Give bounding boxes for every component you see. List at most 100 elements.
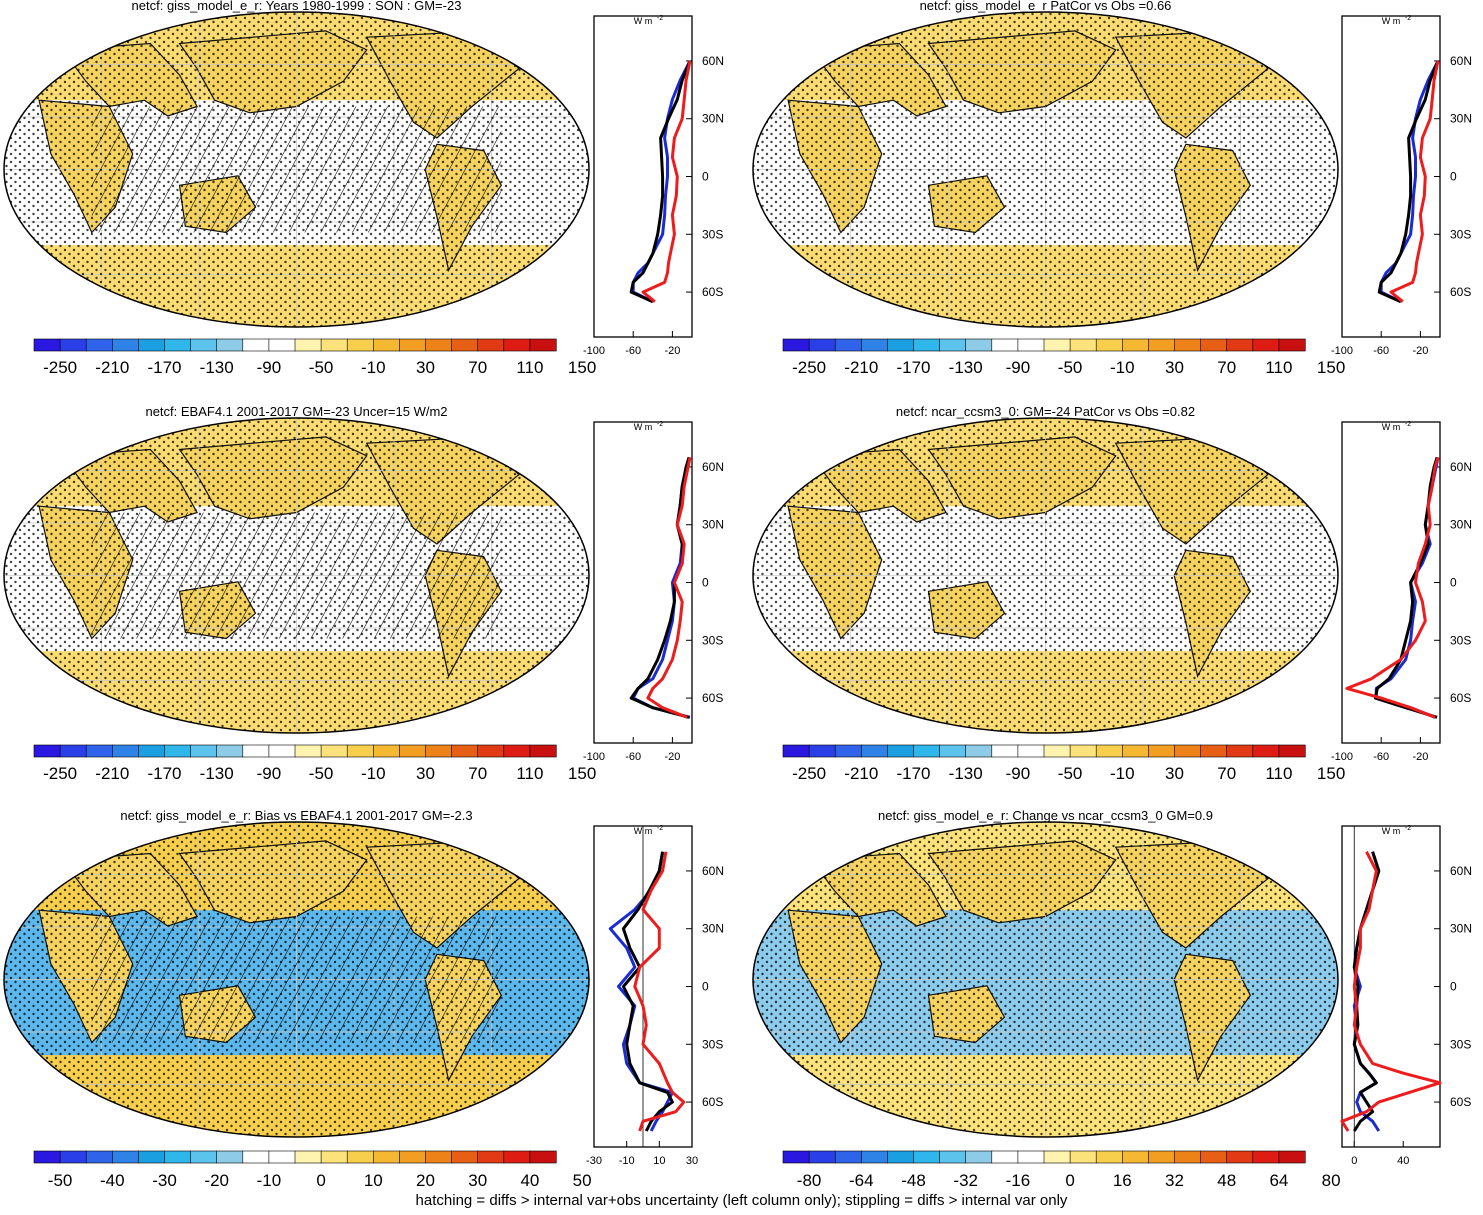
colorbar-label: 150 bbox=[1317, 358, 1345, 377]
colorbar-swatch bbox=[242, 338, 270, 352]
colorbar-label: -250 bbox=[43, 764, 77, 783]
colorbar-swatch bbox=[808, 338, 836, 352]
lat-tick-label: 30S bbox=[1450, 633, 1471, 647]
map-outline bbox=[3, 417, 590, 734]
colorbar-swatch bbox=[939, 338, 967, 352]
colorbar-swatch bbox=[164, 744, 192, 758]
lat-tick-label: 30S bbox=[1450, 227, 1471, 241]
colorbar-swatch bbox=[1252, 1150, 1280, 1164]
colorbar-label: 32 bbox=[1165, 1171, 1184, 1190]
colorbar-swatch bbox=[1226, 744, 1254, 758]
colorbar-swatch bbox=[1174, 338, 1202, 352]
colorbar-swatch bbox=[1252, 744, 1280, 758]
colorbar-label: -250 bbox=[43, 358, 77, 377]
colorbar-label: -210 bbox=[844, 358, 878, 377]
x-tick-label: -60 bbox=[625, 345, 641, 357]
colorbar-swatch bbox=[294, 744, 322, 758]
colorbar-swatch bbox=[85, 744, 113, 758]
lat-tick-label: 60N bbox=[702, 460, 724, 474]
panel-title: netcf: giss_model_e_r: Years 1980-1999 :… bbox=[132, 0, 462, 13]
lat-tick-label: 30N bbox=[1450, 518, 1472, 532]
colorbar-swatch bbox=[782, 338, 810, 352]
colorbar-label: -80 bbox=[797, 1171, 822, 1190]
colorbar-label: 40 bbox=[520, 1171, 539, 1190]
x-tick-label: -20 bbox=[1412, 345, 1428, 357]
panel-5: netcf: giss_model_e_r: Bias vs EBAF4.1 2… bbox=[3, 808, 724, 1190]
lat-tick-label: 60S bbox=[1450, 1095, 1471, 1109]
colorbar-swatch bbox=[1200, 1150, 1228, 1164]
colorbar-swatch bbox=[782, 744, 810, 758]
colorbar-swatch bbox=[860, 1150, 888, 1164]
zonal-line-black bbox=[629, 60, 692, 304]
panel-title: netcf: giss_model_e_r: Bias vs EBAF4.1 2… bbox=[120, 808, 472, 823]
map-outline bbox=[3, 11, 590, 328]
panel-title: netcf: giss_model_e_r: Change vs ncar_cc… bbox=[878, 808, 1213, 823]
colorbar-label: 0 bbox=[1065, 1171, 1074, 1190]
lat-tick-label: 30N bbox=[1450, 922, 1472, 936]
colorbar-swatch bbox=[1017, 744, 1045, 758]
colorbar-swatch bbox=[1069, 744, 1097, 758]
colorbar-swatch bbox=[1069, 1150, 1097, 1164]
lat-tick-label: 30S bbox=[702, 633, 723, 647]
panel-4: netcf: ncar_ccsm3_0: GM=-24 PatCor vs Ob… bbox=[752, 404, 1472, 783]
colorbar-swatch bbox=[112, 744, 140, 758]
zonal-mean-plot: W m -2 60N 30N 0 30S 60S -100 -60 -20 bbox=[1331, 421, 1472, 763]
panel-title: netcf: EBAF4.1 2001-2017 GM=-23 Uncer=15… bbox=[145, 404, 447, 419]
panel-2: netcf: giss_model_e_r PatCor vs Obs =0.6… bbox=[752, 0, 1472, 377]
colorbar-swatch bbox=[138, 1150, 166, 1164]
lat-tick-label: 0 bbox=[702, 170, 709, 184]
zonal-line-red bbox=[1340, 851, 1442, 1132]
colorbar-swatch bbox=[216, 744, 244, 758]
colorbar-swatch bbox=[887, 1150, 915, 1164]
colorbar-swatch bbox=[991, 744, 1019, 758]
colorbar-label: 10 bbox=[364, 1171, 383, 1190]
zonal-line-red bbox=[1389, 60, 1440, 303]
colorbar-label: 30 bbox=[468, 1171, 487, 1190]
hatching bbox=[91, 916, 502, 1043]
colorbar-swatch bbox=[85, 338, 113, 352]
colorbar-swatch bbox=[1122, 338, 1150, 352]
colorbar-swatch bbox=[242, 744, 270, 758]
colorbar-swatch bbox=[913, 744, 941, 758]
colorbar-swatch bbox=[425, 1150, 453, 1164]
map bbox=[4, 822, 589, 1137]
colorbar-swatch bbox=[346, 1150, 374, 1164]
colorbar-swatch bbox=[860, 338, 888, 352]
x-tick-label: -20 bbox=[1412, 751, 1428, 763]
colorbar-swatch bbox=[1095, 1150, 1123, 1164]
colorbar-label: 110 bbox=[516, 358, 543, 377]
colorbar-label: -130 bbox=[200, 358, 234, 377]
zonal-line-black bbox=[1352, 851, 1381, 1132]
colorbar-swatch bbox=[59, 1150, 87, 1164]
colorbar-label: 30 bbox=[416, 358, 435, 377]
colorbar-swatch bbox=[1226, 338, 1254, 352]
colorbar-label: -30 bbox=[152, 1171, 177, 1190]
x-tick-label: 0 bbox=[1351, 1155, 1357, 1167]
colorbar-label: -10 bbox=[361, 764, 386, 783]
colorbar-label: 30 bbox=[1165, 358, 1184, 377]
map bbox=[753, 822, 1338, 1137]
colorbar-swatch bbox=[887, 744, 915, 758]
colorbar-swatch bbox=[190, 338, 218, 352]
stippling bbox=[753, 822, 1338, 1137]
colorbar-swatch bbox=[477, 1150, 505, 1164]
colorbar-swatch bbox=[1095, 744, 1123, 758]
colorbar-swatch bbox=[164, 338, 192, 352]
x-tick-label: 40 bbox=[1397, 1155, 1409, 1167]
colorbar-swatch bbox=[965, 744, 993, 758]
colorbar-swatch bbox=[1017, 338, 1045, 352]
panel-3: netcf: EBAF4.1 2001-2017 GM=-23 Uncer=15… bbox=[3, 404, 724, 783]
colorbar-swatch bbox=[451, 1150, 479, 1164]
colorbar-label: -10 bbox=[361, 358, 386, 377]
colorbar-swatch bbox=[1122, 1150, 1150, 1164]
colorbar-swatch bbox=[913, 1150, 941, 1164]
colorbar-label: -170 bbox=[896, 358, 930, 377]
colorbar-swatch bbox=[834, 338, 862, 352]
zonal-line-blue bbox=[631, 60, 692, 304]
colorbar-label: -130 bbox=[949, 358, 983, 377]
colorbar-swatch bbox=[503, 1150, 531, 1164]
colorbar-swatch bbox=[451, 338, 479, 352]
colorbar-swatch bbox=[1069, 338, 1097, 352]
zonal-mean-plot: W m -2 60N 30N 0 30S 60S 0 40 bbox=[1340, 825, 1472, 1167]
colorbar-swatch bbox=[399, 744, 427, 758]
